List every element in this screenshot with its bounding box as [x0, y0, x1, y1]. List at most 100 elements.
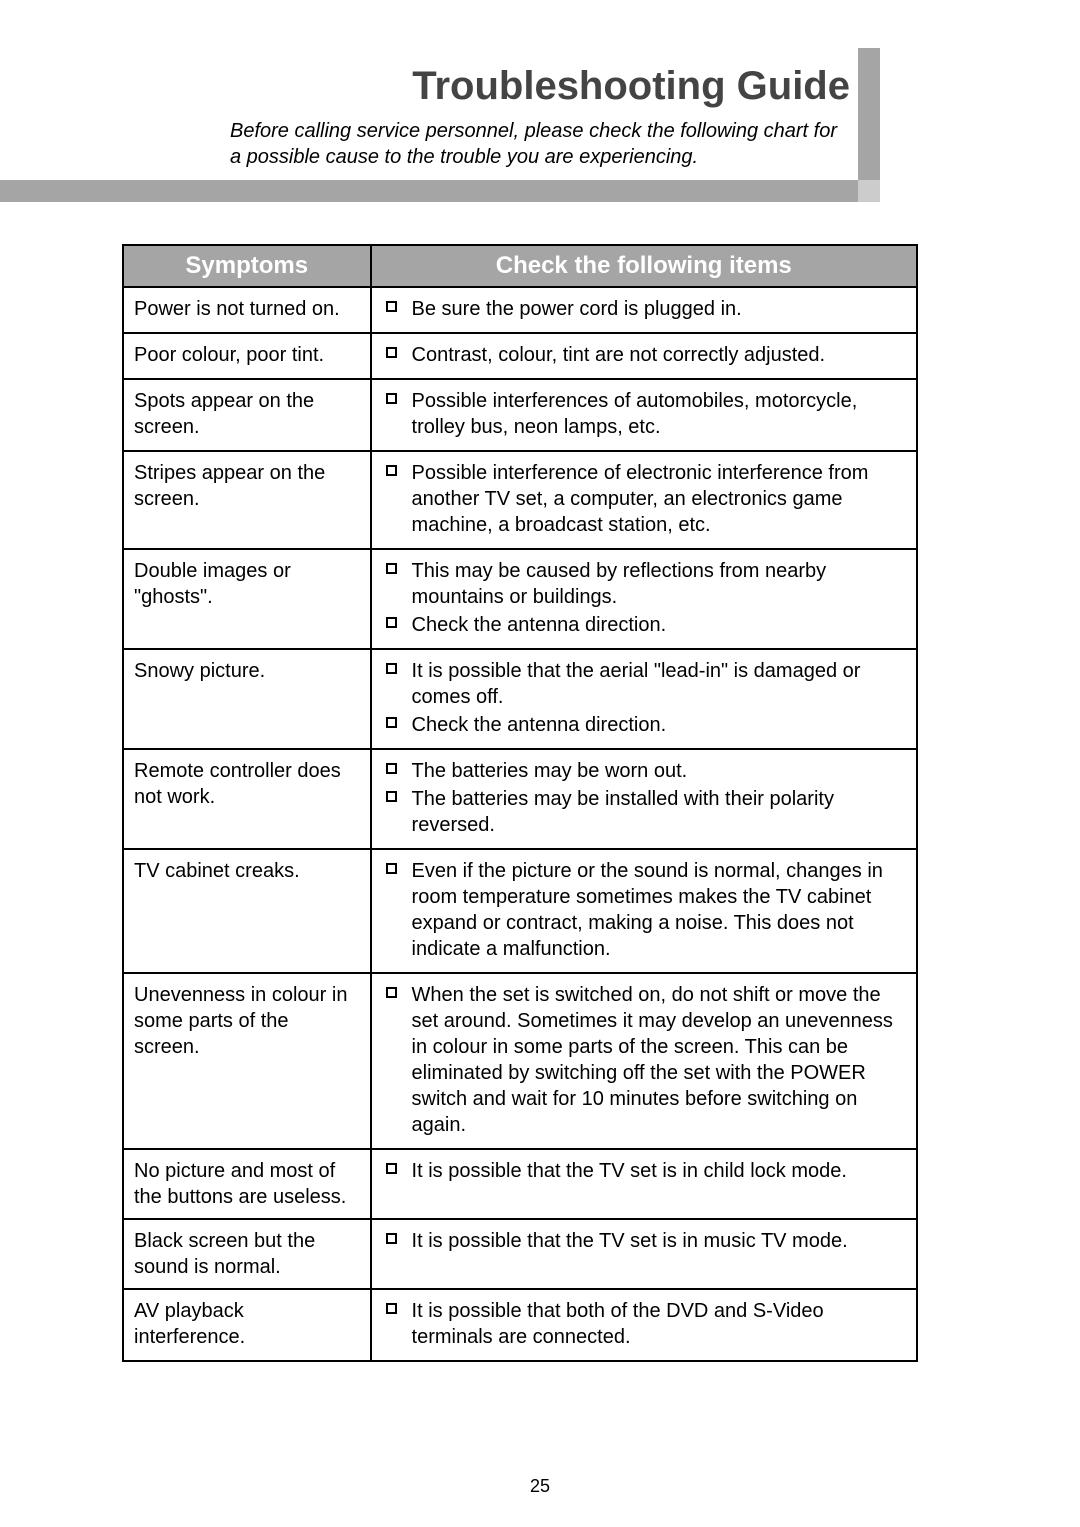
check-item: Possible interferences of automobiles, m… [382, 388, 906, 440]
symptom-cell: Poor colour, poor tint. [123, 333, 371, 379]
check-item: It is possible that both of the DVD and … [382, 1298, 906, 1350]
table-row: Unevenness in colour in some parts of th… [123, 973, 917, 1149]
check-item: This may be caused by reflections from n… [382, 558, 906, 610]
symptom-cell: Black screen but the sound is normal. [123, 1219, 371, 1289]
check-text: Be sure the power cord is plugged in. [412, 298, 742, 320]
check-list: It is possible that the aerial "lead-in"… [382, 658, 906, 738]
table-row: Stripes appear on the screen. Possible in… [123, 451, 917, 549]
check-cell: Even if the picture or the sound is norm… [371, 849, 917, 973]
check-cell: This may be caused by reflections from n… [371, 549, 917, 649]
check-text: When the set is switched on, do not shif… [412, 984, 893, 1136]
checkbox-icon [386, 301, 397, 312]
check-list: Contrast, colour, tint are not correctly… [382, 342, 906, 368]
table-row: TV cabinet creaks. Even if the picture or… [123, 849, 917, 973]
check-list: It is possible that the TV set is in mus… [382, 1228, 906, 1254]
check-cell: Possible interferences of automobiles, m… [371, 379, 917, 451]
check-list: Even if the picture or the sound is norm… [382, 858, 906, 962]
symptom-cell: Stripes appear on the screen. [123, 451, 371, 549]
check-text: It is possible that the aerial "lead-in"… [412, 660, 861, 708]
check-item: Even if the picture or the sound is norm… [382, 858, 906, 962]
table-row: Snowy picture. It is possible that the ae… [123, 649, 917, 749]
check-list: The batteries may be worn out. The batter… [382, 758, 906, 838]
check-cell: Contrast, colour, tint are not correctly… [371, 333, 917, 379]
checkbox-icon [386, 763, 397, 774]
symptom-cell: Power is not turned on. [123, 287, 371, 333]
check-list: It is possible that both of the DVD and … [382, 1298, 906, 1350]
symptom-cell: No picture and most of the buttons are u… [123, 1149, 371, 1219]
check-text: It is possible that both of the DVD and … [412, 1300, 824, 1348]
check-item: When the set is switched on, do not shif… [382, 982, 906, 1138]
check-item: It is possible that the TV set is in mus… [382, 1228, 906, 1254]
checkbox-icon [386, 617, 397, 628]
check-cell: It is possible that both of the DVD and … [371, 1289, 917, 1361]
symptom-cell: Unevenness in colour in some parts of th… [123, 973, 371, 1149]
symptom-cell: Spots appear on the screen. [123, 379, 371, 451]
table-header-row: Symptoms Check the following items [123, 245, 917, 287]
checkbox-icon [386, 1163, 397, 1174]
check-text: This may be caused by reflections from n… [412, 560, 827, 608]
check-cell: It is possible that the TV set is in chi… [371, 1149, 917, 1219]
check-item: Check the antenna direction. [382, 612, 906, 638]
check-list: It is possible that the TV set is in chi… [382, 1158, 906, 1184]
check-cell: When the set is switched on, do not shif… [371, 973, 917, 1149]
header-symptoms: Symptoms [123, 245, 371, 287]
check-list: Be sure the power cord is plugged in. [382, 296, 906, 322]
check-cell: It is possible that the aerial "lead-in"… [371, 649, 917, 749]
corner-square [858, 180, 880, 202]
horizontal-bar [0, 180, 860, 202]
symptom-cell: TV cabinet creaks. [123, 849, 371, 973]
symptom-cell: Double images or "ghosts". [123, 549, 371, 649]
checkbox-icon [386, 563, 397, 574]
intro-text: Before calling service personnel, please… [230, 118, 850, 170]
symptom-cell: Snowy picture. [123, 649, 371, 749]
check-item: The batteries may be installed with thei… [382, 786, 906, 838]
page: Troubleshooting Guide Before calling ser… [0, 0, 1080, 1527]
table-row: Black screen but the sound is normal. It … [123, 1219, 917, 1289]
checkbox-icon [386, 987, 397, 998]
checkbox-icon [386, 663, 397, 674]
checkbox-icon [386, 347, 397, 358]
check-text: The batteries may be worn out. [412, 760, 688, 782]
check-text: It is possible that the TV set is in chi… [412, 1160, 847, 1182]
table-row: Remote controller does not work.The batt… [123, 749, 917, 849]
table-row: No picture and most of the buttons are u… [123, 1149, 917, 1219]
checkbox-icon [386, 717, 397, 728]
check-text: The batteries may be installed with thei… [412, 788, 834, 836]
check-text: Contrast, colour, tint are not correctly… [412, 344, 826, 366]
check-list: This may be caused by reflections from n… [382, 558, 906, 638]
check-text: Check the antenna direction. [412, 614, 667, 636]
check-cell: Be sure the power cord is plugged in. [371, 287, 917, 333]
page-number: 25 [0, 1476, 1080, 1497]
check-item: Check the antenna direction. [382, 712, 906, 738]
check-item: Be sure the power cord is plugged in. [382, 296, 906, 322]
check-cell: Possible interference of electronic inte… [371, 451, 917, 549]
check-text: It is possible that the TV set is in mus… [412, 1230, 848, 1252]
check-list: Possible interference of electronic inte… [382, 460, 906, 538]
checkbox-icon [386, 791, 397, 802]
check-text: Possible interference of electronic inte… [412, 462, 869, 536]
check-list: Possible interferences of automobiles, m… [382, 388, 906, 440]
troubleshooting-table: Symptoms Check the following items Power… [122, 244, 918, 1362]
check-text: Even if the picture or the sound is norm… [412, 860, 883, 960]
table-row: AV playback interference.It is possible … [123, 1289, 917, 1361]
symptom-cell: Remote controller does not work. [123, 749, 371, 849]
checkbox-icon [386, 393, 397, 404]
header-check: Check the following items [371, 245, 917, 287]
table-row: Power is not turned on. Be sure the power… [123, 287, 917, 333]
check-text: Check the antenna direction. [412, 714, 667, 736]
checkbox-icon [386, 1303, 397, 1314]
check-item: It is possible that the TV set is in chi… [382, 1158, 906, 1184]
check-cell: It is possible that the TV set is in mus… [371, 1219, 917, 1289]
check-text: Possible interferences of automobiles, m… [412, 390, 858, 438]
table-row: Double images or "ghosts". This may be ca… [123, 549, 917, 649]
check-item: It is possible that the aerial "lead-in"… [382, 658, 906, 710]
check-item: Possible interference of electronic inte… [382, 460, 906, 538]
checkbox-icon [386, 1233, 397, 1244]
check-item: Contrast, colour, tint are not correctly… [382, 342, 906, 368]
checkbox-icon [386, 465, 397, 476]
check-cell: The batteries may be worn out. The batter… [371, 749, 917, 849]
table-row: Spots appear on the screen. Possible inte… [123, 379, 917, 451]
table-row: Poor colour, poor tint. Contrast, colour,… [123, 333, 917, 379]
page-title: Troubleshooting Guide [412, 64, 850, 109]
check-item: The batteries may be worn out. [382, 758, 906, 784]
